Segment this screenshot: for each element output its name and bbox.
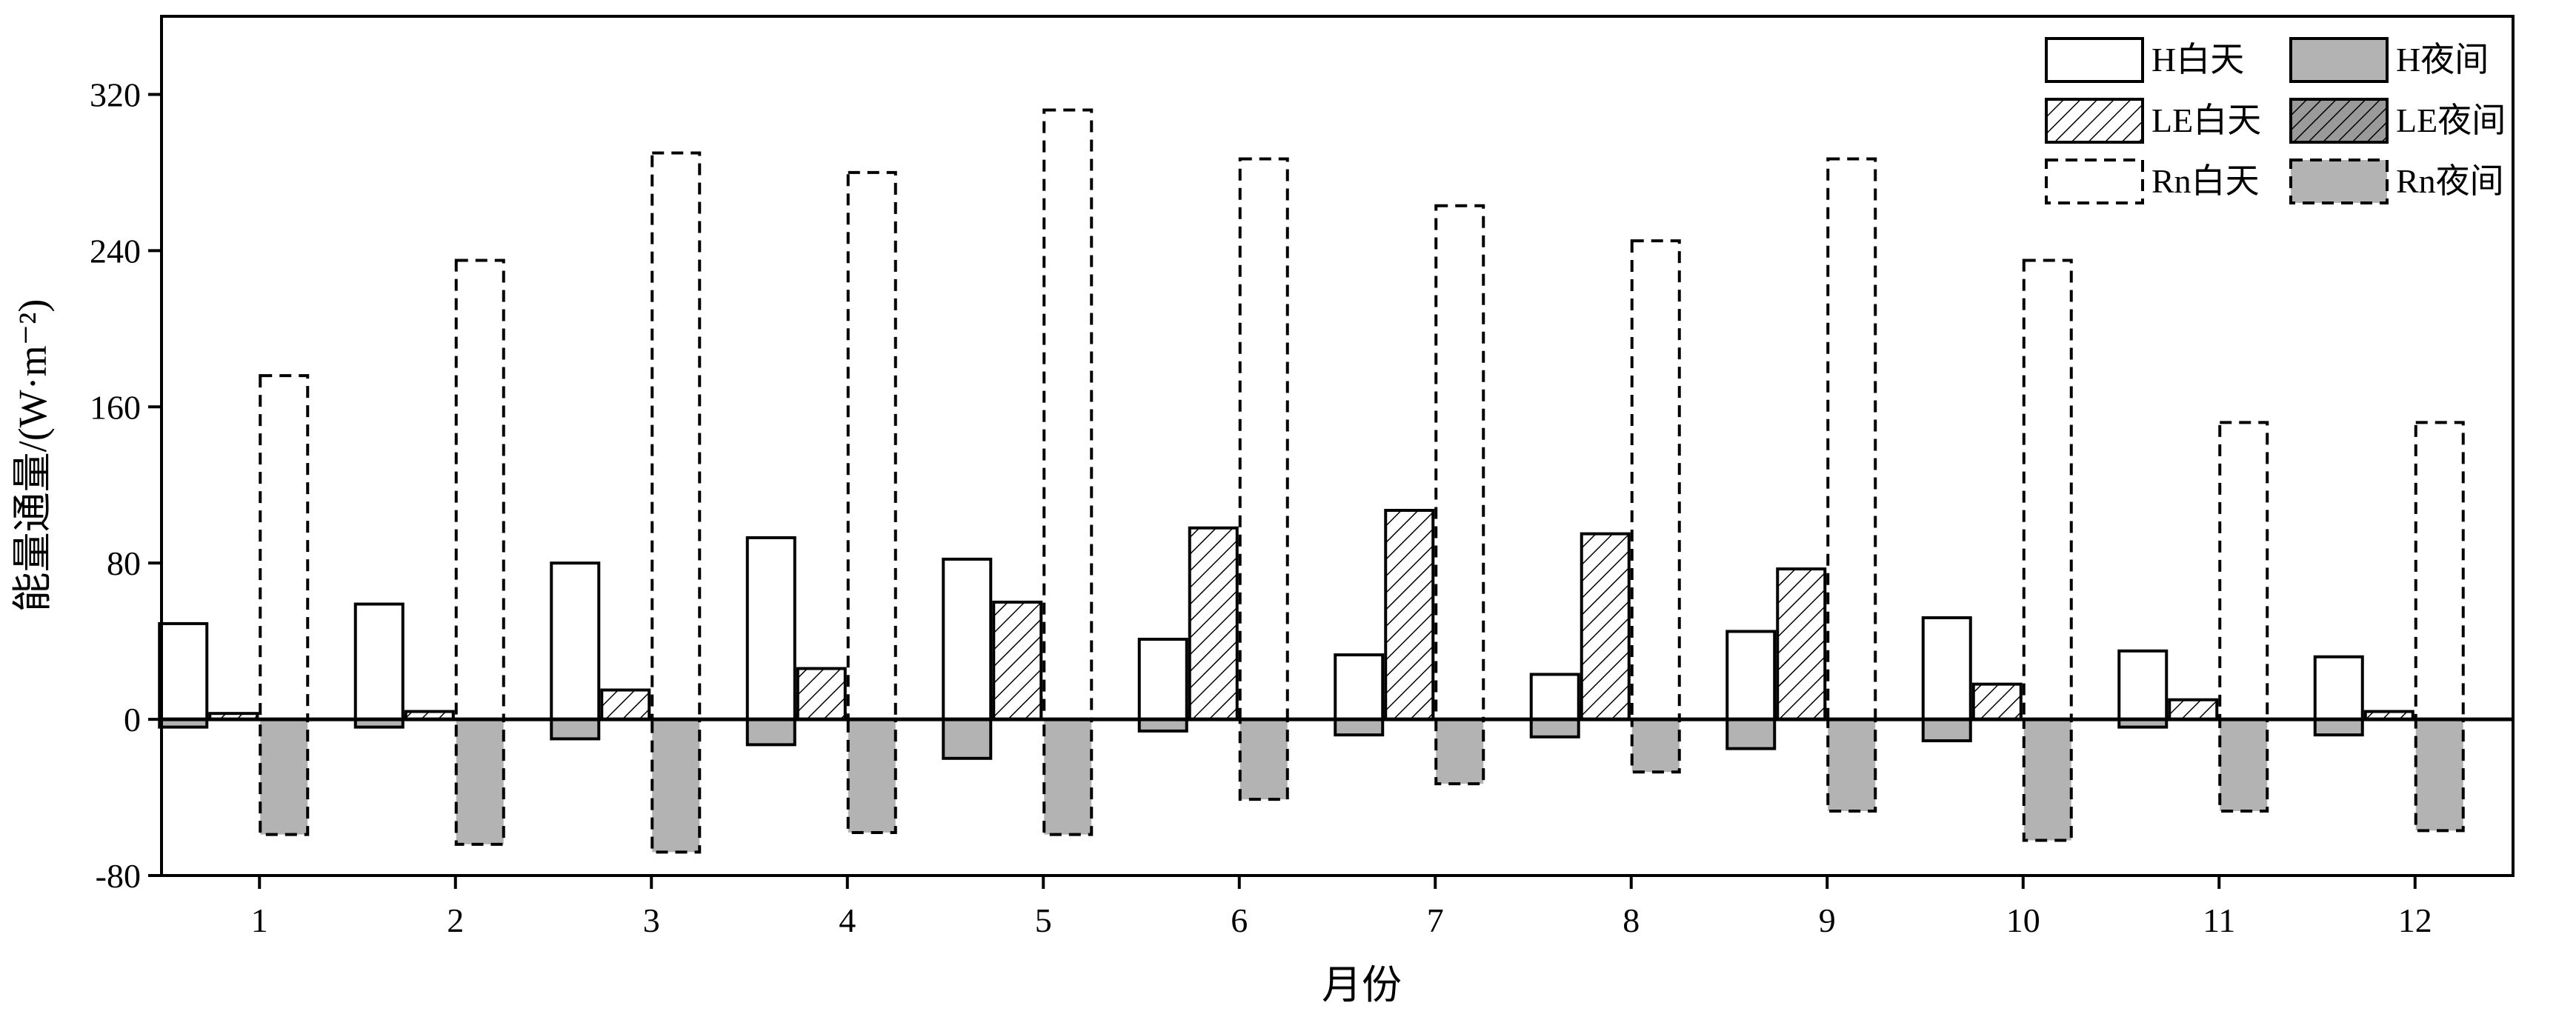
bar-Rn夜间-9 <box>1826 718 1877 813</box>
bar-LE白天-11 <box>2168 698 2219 721</box>
bar-H白天-8 <box>1529 673 1580 721</box>
bar-Rn白天-5 <box>1042 108 1094 721</box>
legend-swatch-Rn白天 <box>2045 159 2144 204</box>
y-tick-label: 80 <box>107 544 141 582</box>
bar-H白天-2 <box>353 602 405 721</box>
legend-label-LE夜间: LE夜间 <box>2396 101 2506 139</box>
bar-H白天-4 <box>745 536 796 721</box>
bar-H白天-6 <box>1137 638 1188 721</box>
bar-Rn夜间-12 <box>2414 718 2465 833</box>
bar-Rn白天-4 <box>846 170 897 721</box>
y-tick-label: 320 <box>90 76 141 113</box>
bar-Rn白天-2 <box>454 259 505 721</box>
bar-H夜间-9 <box>1725 718 1777 750</box>
bar-H白天-10 <box>1921 616 1972 721</box>
bar-LE白天-5 <box>992 600 1043 721</box>
bar-Rn夜间-4 <box>846 718 897 834</box>
bar-H夜间-10 <box>1921 718 1972 743</box>
bar-H白天-1 <box>158 621 209 721</box>
bar-H白天-11 <box>2117 649 2169 721</box>
bar-H夜间-4 <box>745 718 796 747</box>
legend-swatch-LE白天 <box>2045 98 2144 144</box>
x-axis-title: 月份 <box>1322 963 1402 1007</box>
x-tick-label: 1 <box>251 901 268 939</box>
bar-Rn白天-8 <box>1630 239 1681 721</box>
bar-Rn白天-1 <box>259 374 310 721</box>
bar-H夜间-5 <box>942 718 993 760</box>
bar-LE白天-10 <box>1971 682 2023 721</box>
bar-LE白天-7 <box>1384 509 1435 721</box>
bar-Rn夜间-2 <box>454 718 505 846</box>
bar-Rn白天-9 <box>1826 157 1877 721</box>
bars-layer <box>158 108 2465 854</box>
bar-H白天-9 <box>1725 630 1777 721</box>
legend-label-Rn白天: Rn白天 <box>2151 162 2260 200</box>
x-tick-label: 3 <box>643 901 660 939</box>
bar-LE白天-8 <box>1580 532 1631 721</box>
y-tick-label: 240 <box>90 232 141 270</box>
x-tick-label: 5 <box>1035 901 1052 939</box>
legend-label-H夜间: H夜间 <box>2396 41 2489 79</box>
bar-LE白天-4 <box>796 667 847 721</box>
bar-Rn白天-11 <box>2218 421 2269 721</box>
bar-H白天-5 <box>942 557 993 721</box>
bar-Rn白天-7 <box>1434 204 1485 721</box>
y-axis-title: 能量通量/(W·m⁻²) <box>10 299 55 613</box>
bar-H白天-3 <box>550 561 601 721</box>
bar-Rn夜间-1 <box>259 718 310 836</box>
bar-Rn白天-10 <box>2022 259 2073 721</box>
x-tick-label: 12 <box>2398 901 2432 939</box>
x-tick-label: 10 <box>2006 901 2040 939</box>
bar-H白天-12 <box>2313 655 2364 721</box>
bar-H夜间-3 <box>550 718 601 741</box>
legend-swatch-H白天 <box>2045 37 2144 83</box>
bar-H夜间-7 <box>1334 718 1385 737</box>
y-tick-label: 0 <box>124 701 141 738</box>
legend-label-Rn夜间: Rn夜间 <box>2396 162 2504 200</box>
bar-LE白天-3 <box>600 688 651 721</box>
y-tick-label: 160 <box>90 388 141 426</box>
x-tick-label: 2 <box>447 901 464 939</box>
legend-label-LE白天: LE白天 <box>2151 101 2261 139</box>
x-tick-label: 11 <box>2203 901 2235 939</box>
bar-LE白天-9 <box>1776 567 1827 721</box>
bar-Rn夜间-7 <box>1434 718 1485 786</box>
x-tick-label: 6 <box>1231 901 1248 939</box>
x-tick-label: 4 <box>839 901 856 939</box>
bar-H夜间-8 <box>1529 718 1580 738</box>
bar-H白天-7 <box>1334 653 1385 721</box>
bar-Rn夜间-6 <box>1238 718 1289 801</box>
bar-Rn白天-6 <box>1238 157 1289 721</box>
bar-LE白天-6 <box>1188 526 1239 721</box>
legend-swatch-Rn夜间 <box>2289 159 2389 204</box>
bar-Rn夜间-3 <box>650 718 702 854</box>
legend-label-H白天: H白天 <box>2151 41 2244 79</box>
x-tick-label: 7 <box>1427 901 1444 939</box>
legend: H白天 H夜间 LE白天 LE夜间 Rn白天 Rn夜间 <box>2045 37 2506 204</box>
x-tick-label: 9 <box>1819 901 1836 939</box>
bar-H夜间-12 <box>2313 718 2364 737</box>
plot-frame <box>160 15 2515 877</box>
bar-Rn夜间-10 <box>2022 718 2073 842</box>
y-tick-label: -80 <box>96 857 141 895</box>
bar-Rn夜间-5 <box>1042 718 1094 836</box>
bar-Rn白天-3 <box>650 151 702 721</box>
x-tick-label: 8 <box>1623 901 1640 939</box>
bar-Rn白天-12 <box>2414 421 2465 721</box>
bar-Rn夜间-11 <box>2218 718 2269 813</box>
bar-Rn夜间-8 <box>1630 718 1681 774</box>
legend-swatch-H夜间 <box>2289 37 2389 83</box>
legend-swatch-LE夜间 <box>2289 98 2389 144</box>
